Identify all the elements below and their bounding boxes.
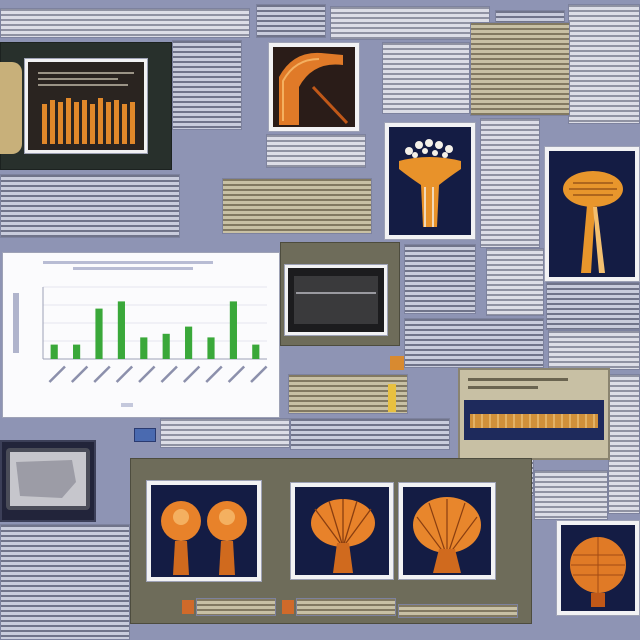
text-block: [266, 134, 366, 168]
bar: [73, 344, 81, 359]
orange-bar-image: [28, 62, 144, 150]
y-axis-marks: [13, 293, 19, 353]
text-block: [568, 4, 640, 124]
screen-image-frame[interactable]: [284, 264, 388, 336]
text-block: [172, 40, 242, 130]
bottom-orange-tag: [182, 600, 194, 614]
yellow-marker: [388, 384, 396, 412]
text-block: [222, 178, 372, 234]
text-block: [404, 318, 544, 368]
bar: [50, 344, 58, 359]
x-axis-caption: [121, 403, 133, 407]
bars: [50, 301, 260, 359]
text-block: [0, 524, 130, 640]
text-block: [290, 418, 450, 450]
fan-structure-a-image: [295, 487, 389, 575]
x-tick-label: [115, 365, 134, 383]
text-block: [548, 330, 640, 370]
bar: [117, 301, 125, 359]
x-tick-label: [160, 365, 178, 383]
sphere-image-frame[interactable]: [556, 520, 640, 616]
bar: [185, 326, 193, 359]
tablet-image: [6, 448, 90, 510]
bar: [95, 308, 103, 359]
text-block: [546, 282, 640, 330]
text-block: [608, 374, 640, 514]
fan-structure-b-image: [403, 487, 491, 575]
bottom-caption: [296, 598, 396, 616]
text-block: [534, 470, 608, 520]
x-tick-label: [205, 365, 223, 383]
bar-chart: [13, 261, 268, 407]
text-block: [160, 418, 290, 448]
tan-tab: [0, 62, 22, 154]
x-tick-label: [93, 365, 111, 383]
comb-image-frame[interactable]: [458, 368, 610, 460]
small-blue-marker: [134, 428, 156, 442]
x-tick-label: [250, 365, 268, 383]
orange-bar-image-frame[interactable]: [24, 58, 148, 154]
x-tick-label: [70, 365, 89, 383]
comb-image: [464, 378, 604, 440]
bar: [207, 337, 215, 359]
fan-structure-a-image-frame[interactable]: [290, 482, 394, 580]
twin-orbs-image-frame[interactable]: [146, 480, 262, 582]
twin-orbs-image: [151, 485, 257, 577]
mushroom-image-frame[interactable]: [544, 146, 640, 282]
screen-image: [288, 268, 384, 332]
text-block: [256, 4, 326, 38]
sphere-image: [561, 525, 635, 611]
x-tick-label: [227, 365, 246, 383]
bottom-caption: [398, 604, 518, 618]
text-block: [288, 374, 408, 414]
x-tick-label: [138, 365, 156, 383]
bar: [140, 337, 148, 359]
x-tick-label: [182, 365, 201, 383]
text-block: [486, 248, 544, 316]
text-block: [0, 8, 250, 38]
x-tick-label: [48, 365, 66, 383]
bottom-caption: [196, 598, 276, 616]
chart-header-lines: [43, 261, 213, 270]
tablet-image-frame[interactable]: [0, 440, 96, 522]
bar: [229, 301, 237, 359]
x-tick-labels: [48, 365, 268, 383]
text-block: [470, 22, 570, 116]
text-block: [480, 118, 540, 248]
bar: [162, 333, 170, 359]
bar: [252, 344, 260, 359]
text-block: [382, 42, 470, 114]
text-block: [0, 174, 180, 238]
bottom-orange-tag: [282, 600, 294, 614]
text-block: [404, 244, 476, 314]
orange-arch-image: [273, 47, 355, 127]
tree-structure-image-frame[interactable]: [384, 122, 476, 240]
text-block: [330, 6, 490, 40]
bar-chart-panel[interactable]: [2, 252, 280, 418]
mushroom-image: [549, 151, 635, 277]
orange-arch-image-frame[interactable]: [268, 42, 360, 132]
tree-structure-image: [389, 127, 471, 235]
fan-structure-b-image-frame[interactable]: [398, 482, 496, 580]
orange-marker: [390, 356, 404, 370]
